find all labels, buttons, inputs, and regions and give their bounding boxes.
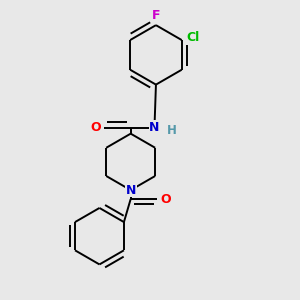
Text: F: F: [152, 9, 160, 22]
Text: N: N: [125, 184, 136, 196]
Text: Cl: Cl: [186, 31, 200, 44]
Text: O: O: [90, 121, 101, 134]
Text: O: O: [160, 193, 171, 206]
Text: N: N: [149, 121, 160, 134]
Text: H: H: [167, 124, 177, 137]
